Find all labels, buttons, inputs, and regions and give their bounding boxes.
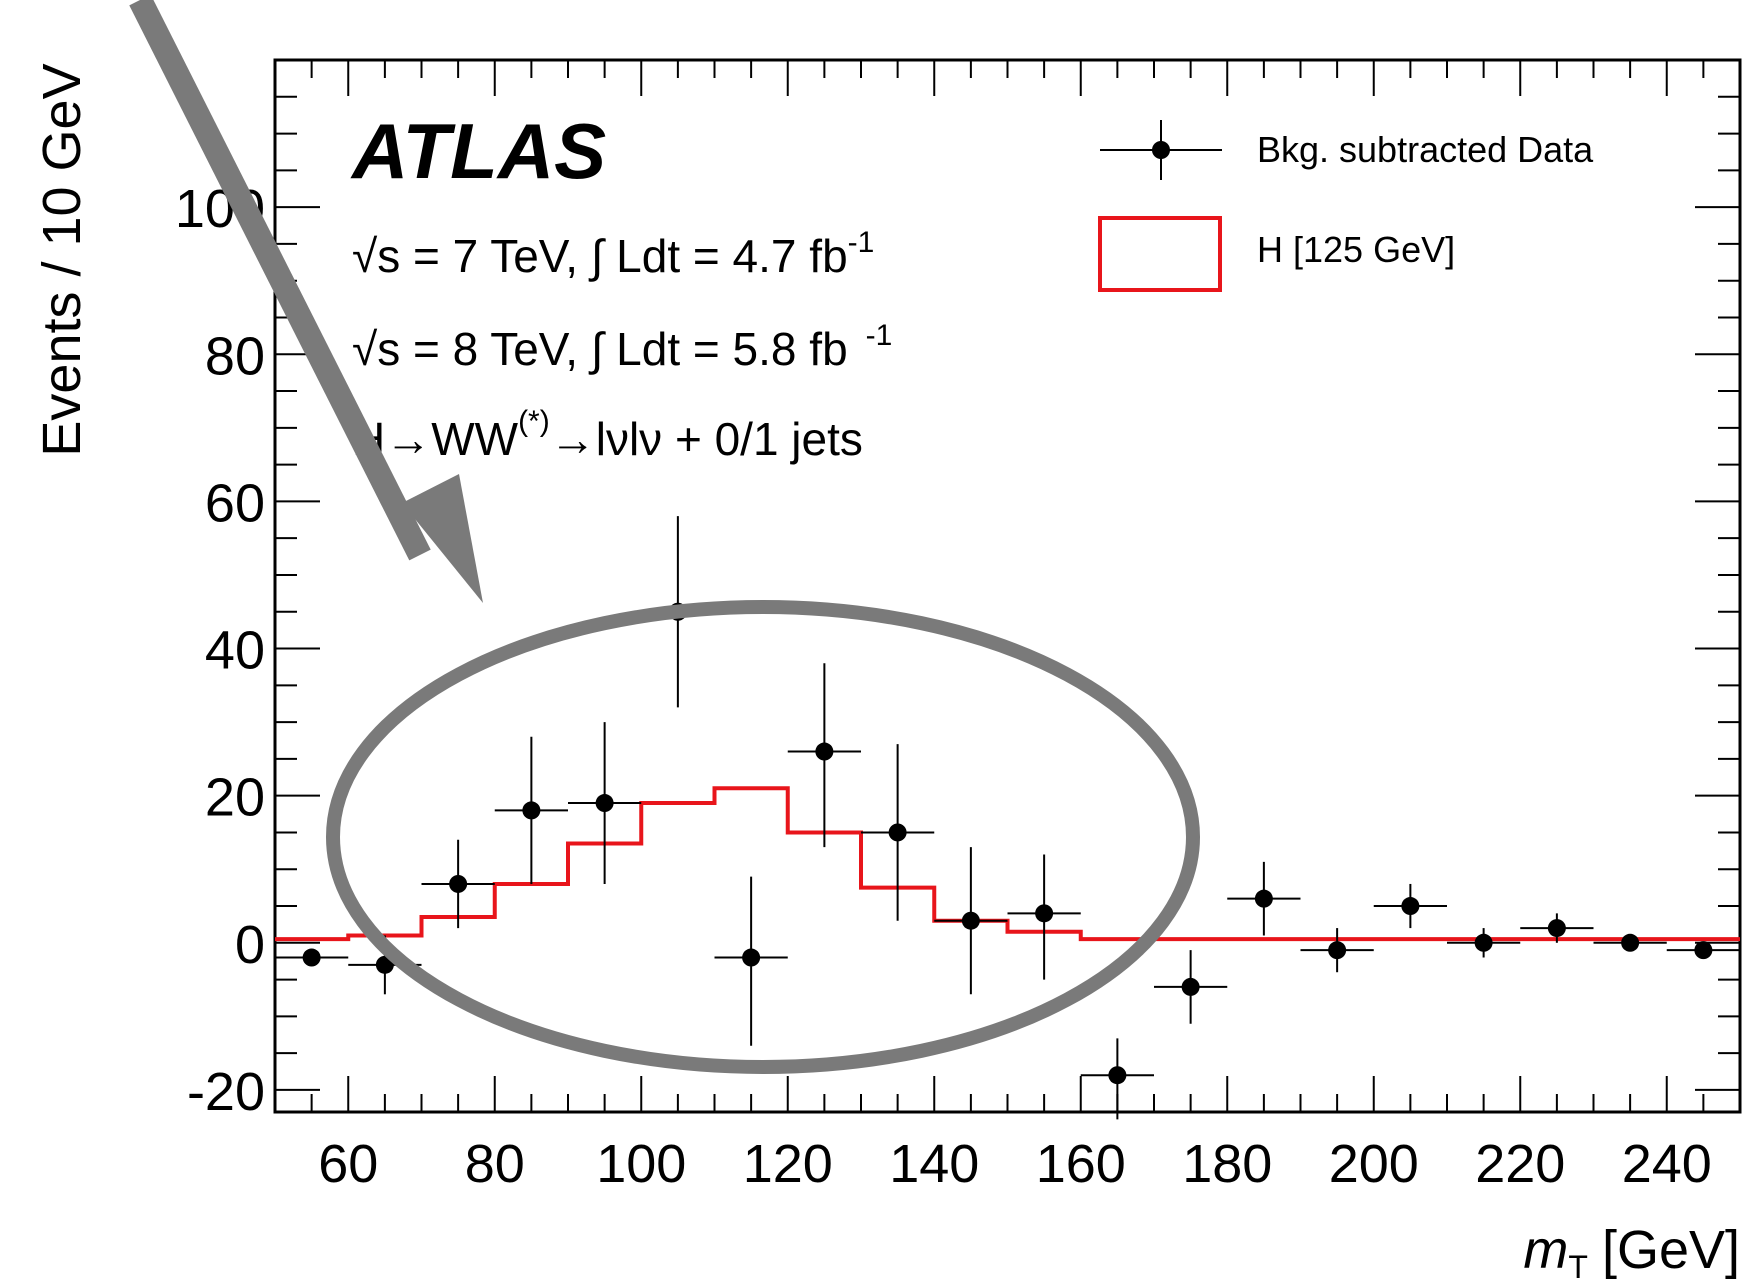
data-point xyxy=(1300,928,1374,973)
data-point-marker xyxy=(449,874,468,893)
annotation-line-2-text: √s = 8 TeV, ∫ Ldt = 5.8 fb xyxy=(352,323,848,375)
x-tick-label: 180 xyxy=(1182,1134,1272,1194)
data-point xyxy=(421,839,495,929)
annotation-line-3-b: →lνlν + 0/1 jets xyxy=(550,413,863,465)
x-axis-title: mT [GeV] xyxy=(1523,1220,1740,1279)
data-point xyxy=(1593,933,1667,952)
x-axis-subscript: T xyxy=(1568,1249,1588,1279)
data-point xyxy=(275,948,349,967)
x-tick-label: 160 xyxy=(1036,1134,1126,1194)
data-point-marker xyxy=(1547,919,1566,938)
data-point xyxy=(1447,928,1521,958)
data-point xyxy=(1007,854,1081,980)
annotation-line-3: H→WW(*)→lνlν + 0/1 jets xyxy=(352,405,863,465)
legend-data-label: Bkg. subtracted Data xyxy=(1257,129,1594,170)
signal-step-line xyxy=(275,786,1740,942)
data-point xyxy=(714,876,788,1046)
data-point xyxy=(1227,861,1301,936)
annotation-line-2-sup: -1 xyxy=(866,319,893,352)
legend-signal-label: H [125 GeV] xyxy=(1257,229,1455,270)
data-point-marker xyxy=(1328,941,1347,960)
annotation-line-1: √s = 7 TeV, ∫ Ldt = 4.7 fb-1 xyxy=(352,226,874,282)
data-point-marker xyxy=(302,948,321,967)
x-tick-label: 80 xyxy=(465,1134,525,1194)
data-points xyxy=(275,516,1740,1120)
x-tick-label: 100 xyxy=(596,1134,686,1194)
highlight-arrow-shaft xyxy=(129,0,431,561)
highlight-overlay xyxy=(129,0,1200,1074)
legend-signal-swatch xyxy=(1098,216,1222,292)
data-point-marker xyxy=(1181,977,1200,996)
y-tick-label: -20 xyxy=(187,1062,265,1122)
data-point xyxy=(1520,913,1594,943)
data-point-marker xyxy=(1108,1066,1127,1085)
atlas-label: ATLAS xyxy=(350,107,606,195)
annotation-line-1-sup: -1 xyxy=(848,226,875,259)
data-point xyxy=(1373,883,1447,929)
axes: 60 80 100 120 140 160 180 200 220 240 -20 0 20 40 60 80… xyxy=(175,59,1741,1194)
data-point-marker xyxy=(1035,904,1054,923)
legend-data-marker-dot xyxy=(1152,141,1170,159)
y-tick-label: 40 xyxy=(205,621,265,681)
x-axis-symbol: m xyxy=(1523,1220,1568,1279)
y-tick-label: 60 xyxy=(205,473,265,533)
signal-histogram xyxy=(275,786,1740,942)
data-point-marker xyxy=(1474,933,1493,952)
data-point-marker xyxy=(1694,941,1713,960)
data-point-marker xyxy=(888,823,907,842)
data-point xyxy=(934,847,1008,995)
x-tick-label: 60 xyxy=(318,1134,378,1194)
annotation-line-2: √s = 8 TeV, ∫ Ldt = 5.8 fb -1 xyxy=(352,319,892,375)
data-point xyxy=(1154,950,1228,1024)
data-point xyxy=(568,722,642,884)
data-point-marker xyxy=(961,911,980,930)
highlight-ellipse xyxy=(326,600,1200,1074)
annotation-line-3-sup: (*) xyxy=(518,405,550,438)
highlight-arrow-head xyxy=(402,474,483,603)
data-point xyxy=(861,744,935,921)
y-tick-label: 0 xyxy=(235,915,265,975)
x-tick-label: 240 xyxy=(1622,1134,1712,1194)
x-tick-label: 120 xyxy=(743,1134,833,1194)
data-point-marker xyxy=(742,948,761,967)
data-point xyxy=(1666,941,1740,960)
legend: Bkg. subtracted Data H [125 GeV] xyxy=(1098,120,1594,292)
x-axis-unit: [GeV] xyxy=(1602,1220,1740,1279)
annotation-line-1-text: √s = 7 TeV, ∫ Ldt = 4.7 fb xyxy=(352,230,848,282)
data-point xyxy=(787,663,861,848)
data-point-marker xyxy=(815,742,834,761)
data-point-marker xyxy=(522,801,541,820)
y-axis-title: Events / 10 GeV xyxy=(32,63,92,456)
x-tick-label: 200 xyxy=(1329,1134,1419,1194)
y-tick-label: 20 xyxy=(205,768,265,828)
data-point-marker xyxy=(1254,889,1273,908)
y-tick-label: 80 xyxy=(205,326,265,386)
data-point-marker xyxy=(1621,933,1640,952)
x-tick-label: 220 xyxy=(1475,1134,1565,1194)
data-point-marker xyxy=(1401,897,1420,916)
x-tick-label: 140 xyxy=(889,1134,979,1194)
data-point-marker xyxy=(595,794,614,813)
data-point xyxy=(494,736,568,884)
